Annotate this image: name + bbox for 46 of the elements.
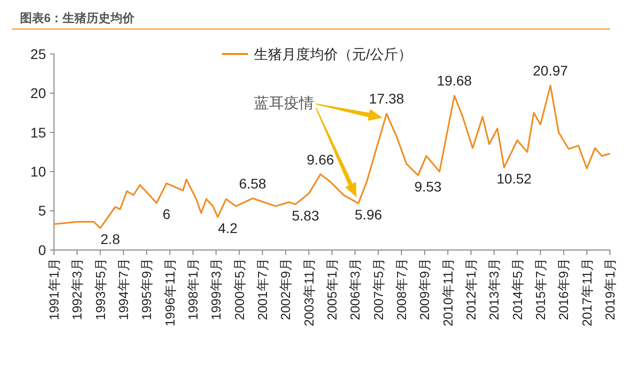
x-tick-label: 2000年5月 xyxy=(232,258,247,320)
x-tick-label: 2009年9月 xyxy=(417,258,432,320)
x-tick-label: 2010年11月 xyxy=(440,258,456,326)
x-tick-label: 2002年9月 xyxy=(278,258,294,320)
annotation: 20.97 xyxy=(532,62,568,79)
y-tick-label: 25 xyxy=(30,46,46,62)
annotation: 5.96 xyxy=(354,206,382,222)
annotation: 17.38 xyxy=(369,90,404,107)
x-tick-label: 1994年7月 xyxy=(116,258,131,320)
annotation: 9.53 xyxy=(414,178,442,194)
x-tick-label: 2005年1月 xyxy=(324,258,340,320)
x-tick-label: 2016年9月 xyxy=(556,258,572,320)
x-tick-label: 2007年5月 xyxy=(370,258,386,320)
annotation: 4.2 xyxy=(218,220,238,236)
x-tick-label: 2013年3月 xyxy=(486,258,502,320)
x-tick-label: 2006年3月 xyxy=(348,258,363,320)
x-tick-label: 2008年7月 xyxy=(394,258,409,320)
y-tick-label: 20 xyxy=(30,85,46,102)
x-tick-label: 2015年7月 xyxy=(532,258,548,320)
x-tick-label: 1999年3月 xyxy=(208,258,224,320)
x-tick-label: 2001年7月 xyxy=(254,258,270,320)
y-tick-label: 5 xyxy=(38,202,46,219)
y-tick-label: 10 xyxy=(30,164,46,180)
x-tick-label: 2003年11月 xyxy=(301,258,316,326)
annotation: 蓝耳疫情 xyxy=(254,95,314,112)
y-tick-label: 15 xyxy=(30,124,46,140)
chart-title: 图表6：生猪历史均价 xyxy=(20,11,136,25)
x-tick-label: 1995年9月 xyxy=(139,258,154,320)
annotation: 10.52 xyxy=(496,170,532,187)
x-tick-label: 1998年1月 xyxy=(186,258,201,320)
x-tick-label: 2019年1月 xyxy=(602,258,618,320)
annotation: 6.58 xyxy=(238,175,266,192)
annotation: 2.8 xyxy=(100,231,120,248)
x-tick-label: 2014年5月 xyxy=(510,258,525,320)
legend-label: 生猪月度均价（元/公斤） xyxy=(254,46,412,62)
annotation: 5.83 xyxy=(292,207,320,224)
x-tick-label: 2017年11月 xyxy=(579,258,594,326)
annotation: 19.68 xyxy=(436,72,472,89)
x-tick-label: 1991年1月 xyxy=(46,258,62,320)
x-tick-label: 1993年5月 xyxy=(92,258,108,320)
x-tick-label: 1996年11月 xyxy=(162,258,178,326)
x-tick-label: 1992年3月 xyxy=(70,258,85,320)
x-tick-label: 2012年1月 xyxy=(464,258,479,320)
y-tick-label: 0 xyxy=(38,242,46,258)
annotation: 9.66 xyxy=(306,151,334,168)
annotation: 6 xyxy=(162,206,171,222)
